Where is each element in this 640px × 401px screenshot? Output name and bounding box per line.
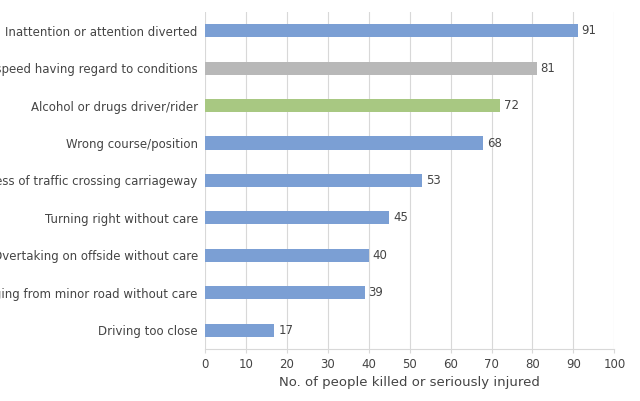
Bar [205,249,369,262]
X-axis label: No. of people killed or seriously injured: No. of people killed or seriously injure… [279,377,540,389]
Text: 45: 45 [393,211,408,225]
Bar [205,211,389,225]
Bar [205,62,536,75]
Bar [205,286,365,299]
Text: 72: 72 [504,99,519,112]
Bar [205,174,422,187]
Text: 39: 39 [369,286,383,299]
Bar [205,136,483,150]
Text: 40: 40 [372,249,388,262]
Bar [205,99,500,112]
Text: 81: 81 [541,62,556,75]
Text: 53: 53 [426,174,441,187]
Bar [205,24,577,37]
Text: 91: 91 [582,24,596,37]
Text: 68: 68 [488,136,502,150]
Text: 17: 17 [278,324,294,337]
Bar [205,324,275,337]
